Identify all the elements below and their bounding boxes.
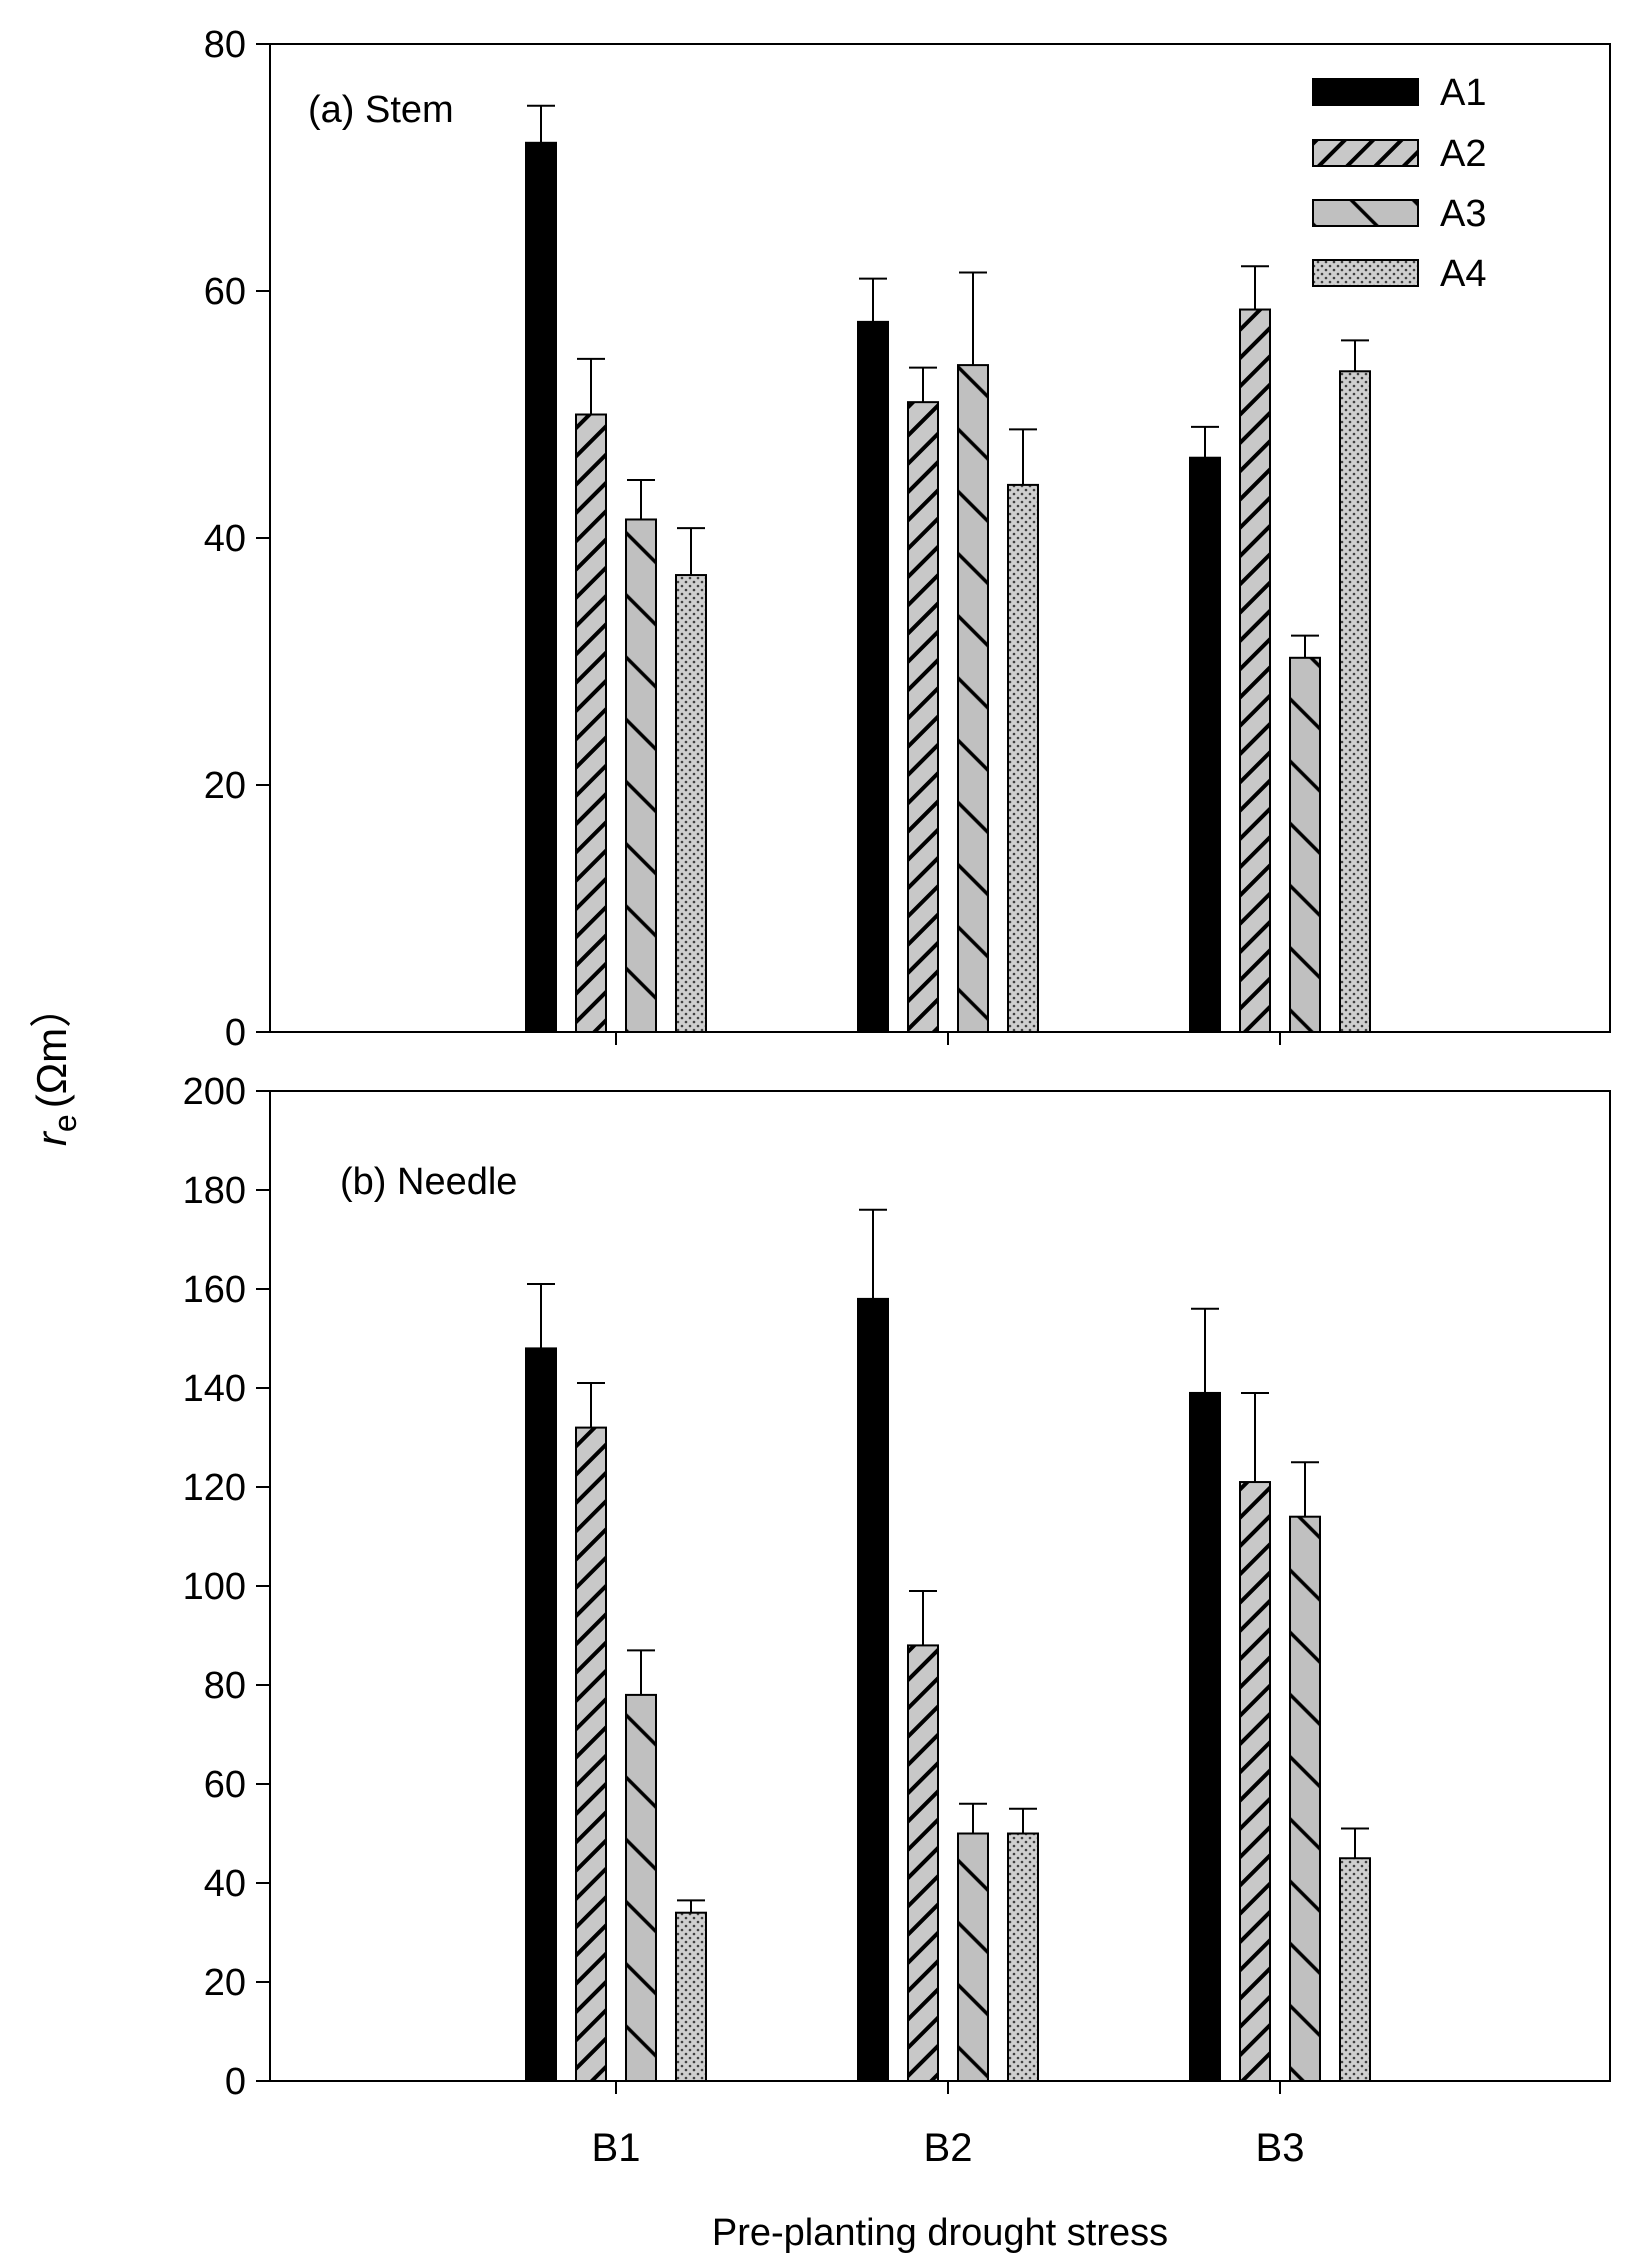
y-axis-label: re (Ωm） xyxy=(28,986,83,1146)
legend-swatch-a2 xyxy=(1312,139,1419,167)
y-tick-label-stem: 0 xyxy=(225,1012,246,1054)
y-tick-label-needle: 180 xyxy=(183,1170,246,1212)
y-tick-label-needle: 60 xyxy=(204,1764,246,1806)
y-axis-needle: 0 20 40 60 80 100 120 140 160 180 200 xyxy=(183,1071,270,2103)
bar-stem-a4-b2 xyxy=(1007,483,1039,1033)
x-axis-label: Pre-planting drought stress xyxy=(712,2212,1168,2254)
y-tick-label-needle: 140 xyxy=(183,1368,246,1410)
x-tick-label-b3: B3 xyxy=(1256,2126,1305,2170)
legend-swatch-a3 xyxy=(1312,199,1419,227)
y-axis-stem: 0 20 40 60 80 xyxy=(204,24,270,1054)
plot-frame-stem xyxy=(269,43,1611,1033)
panel-stem: 0 20 40 60 80 (a) Stem A1 A2 A3 A4 xyxy=(204,24,1611,1054)
bar-needle-a2-b1 xyxy=(575,1426,607,2082)
y-axis-label-sub: e xyxy=(47,1114,83,1132)
legend-item-a4: A4 xyxy=(1312,253,1486,295)
bar-needle-a2-b2 xyxy=(907,1644,939,2083)
x-tick-label-b2: B2 xyxy=(924,2126,973,2170)
panel-needle: 0 20 40 60 80 100 120 140 160 180 200 B1 B2 B3 (b) N… xyxy=(183,1071,1611,2170)
bar-stem-a3-b3 xyxy=(1289,656,1321,1033)
y-tick-label-stem: 60 xyxy=(204,271,246,313)
bar-needle-a4-b2 xyxy=(1007,1832,1039,2082)
bar-stem-a1-b2 xyxy=(857,320,889,1033)
bar-needle-a4-b3 xyxy=(1339,1857,1371,2082)
legend-item-a3: A3 xyxy=(1312,193,1486,235)
bar-needle-a1-b1 xyxy=(525,1347,557,2082)
bar-stem-a3-b1 xyxy=(625,518,657,1033)
y-tick-label-stem: 40 xyxy=(204,518,246,560)
bar-stem-a2-b1 xyxy=(575,413,607,1033)
y-tick-label-needle: 120 xyxy=(183,1467,246,1509)
y-axis-label-main: r xyxy=(28,1130,75,1146)
bar-stem-a3-b2 xyxy=(957,364,989,1034)
bar-stem-a2-b2 xyxy=(907,401,939,1033)
bar-needle-a2-b3 xyxy=(1239,1481,1271,2083)
legend-label-a4: A4 xyxy=(1440,253,1486,295)
x-tick-label-b1: B1 xyxy=(592,2126,641,2170)
legend-label-a2: A2 xyxy=(1440,133,1486,175)
bar-stem-a1-b1 xyxy=(525,141,557,1034)
x-ticks-stem xyxy=(615,1032,1281,1045)
y-tick-label-stem: 20 xyxy=(204,765,246,807)
legend-swatch-a1 xyxy=(1312,78,1419,106)
bar-needle-a1-b3 xyxy=(1189,1391,1221,2082)
legend-label-a3: A3 xyxy=(1440,193,1486,235)
bars-needle xyxy=(525,1208,1371,2083)
bars-stem xyxy=(525,104,1371,1034)
y-tick-label-needle: 160 xyxy=(183,1269,246,1311)
y-tick-label-stem: 80 xyxy=(204,24,246,66)
y-tick-label-needle: 200 xyxy=(183,1071,246,1113)
bar-needle-a4-b1 xyxy=(675,1911,707,2082)
bar-needle-a3-b3 xyxy=(1289,1515,1321,2082)
legend-item-a2: A2 xyxy=(1312,133,1486,175)
x-ticks-needle: B1 B2 B3 xyxy=(592,2081,1305,2170)
y-tick-label-needle: 40 xyxy=(204,1863,246,1905)
legend: A1 A2 A3 A4 xyxy=(1312,72,1486,295)
panel-title-needle: (b) Needle xyxy=(340,1161,517,1203)
y-axis-label-unit: (Ωm） xyxy=(28,986,75,1108)
y-tick-label-needle: 100 xyxy=(183,1566,246,1608)
panel-title-stem: (a) Stem xyxy=(308,89,454,131)
bar-stem-a1-b3 xyxy=(1189,456,1221,1034)
bar-needle-a1-b2 xyxy=(857,1297,889,2082)
legend-item-a1: A1 xyxy=(1312,72,1486,114)
legend-label-a1: A1 xyxy=(1440,72,1486,114)
y-tick-label-needle: 80 xyxy=(204,1665,246,1707)
y-tick-label-needle: 0 xyxy=(225,2061,246,2103)
bar-needle-a3-b2 xyxy=(957,1832,989,2082)
legend-swatch-a4 xyxy=(1312,259,1419,287)
plot-frame-needle xyxy=(269,1090,1611,2082)
bar-stem-a2-b3 xyxy=(1239,308,1271,1033)
bar-needle-a3-b1 xyxy=(625,1693,657,2083)
bar-stem-a4-b1 xyxy=(675,574,707,1033)
bar-stem-a4-b3 xyxy=(1339,370,1371,1033)
y-tick-label-needle: 20 xyxy=(204,1962,246,2004)
